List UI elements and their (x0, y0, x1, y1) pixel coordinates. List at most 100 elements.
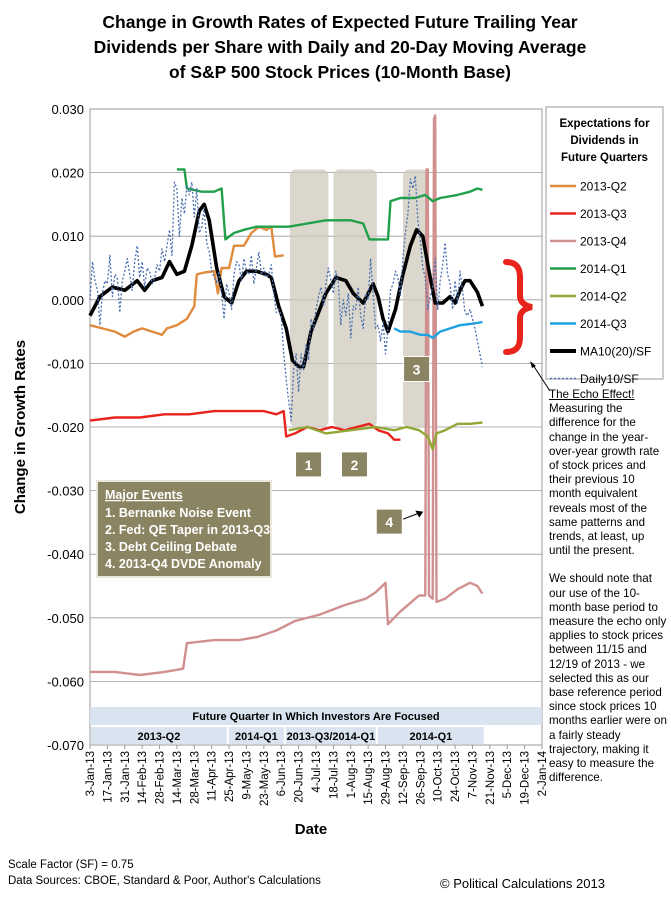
major-events-heading: Major Events (105, 488, 183, 502)
event-marker-label: 2 (351, 457, 359, 473)
x-tick-label: 14-Feb-13 (137, 751, 149, 804)
legend-title-line: Dividends in (570, 135, 638, 147)
legend-label-5: 2014-Q3 (580, 317, 627, 331)
y-tick-label: -0.030 (47, 484, 84, 499)
series-group (88, 114, 485, 677)
series-line-5 (393, 320, 483, 340)
x-tick-label: 4-Jul-13 (311, 751, 323, 793)
x-tick-label: 17-Jan-13 (102, 751, 114, 803)
y-tick-label: 0.020 (51, 166, 84, 181)
legend-title-line: Future Quarters (561, 152, 648, 164)
x-tick-label: 31-Jan-13 (120, 751, 132, 803)
series-line-6 (88, 202, 485, 369)
shaded-region-2 (333, 169, 377, 428)
legend-title-line: Expectations for (559, 118, 650, 130)
major-event-item: 3. Debt Ceiling Debate (105, 540, 237, 554)
y-tick-label: 0.010 (51, 229, 84, 244)
x-tick-label: 1-Aug-13 (346, 751, 358, 798)
x-tick-label: 11-Apr-13 (207, 751, 219, 801)
x-tick-label: 21-Nov-13 (485, 751, 497, 805)
x-tick-label: 14-Mar-13 (172, 751, 184, 804)
x-tick-label: 23-May-13 (259, 751, 271, 806)
legend-label-3: 2014-Q1 (580, 262, 627, 276)
focus-segment-label: 2014-Q1 (235, 731, 278, 743)
series-line-7 (89, 175, 484, 422)
legend-label-7: Daily10/SF (580, 372, 639, 386)
anomaly-arrow-head (415, 510, 424, 518)
focus-bar-title: Future Quarter In Which Investors Are Fo… (192, 711, 439, 723)
echo-arrow-head (530, 361, 536, 368)
copyright-note: © Political Calculations 2013 (440, 876, 605, 891)
x-axis-label: Date (295, 821, 328, 838)
major-event-item: 4. 2013-Q4 DVDE Anomaly (105, 557, 262, 571)
x-tick-label: 28-Mar-13 (189, 751, 201, 804)
event-marker-label: 1 (305, 457, 313, 473)
y-tick-label: -0.010 (47, 356, 84, 371)
x-tick-label: 6-Jun-13 (276, 751, 288, 796)
shaded-region-1 (289, 169, 329, 428)
x-tick-label: 5-Dec-13 (502, 751, 514, 798)
x-tick-label: 19-Dec-13 (520, 751, 532, 805)
x-tick-label: 3-Jan-13 (85, 751, 97, 796)
y-tick-label: -0.050 (47, 611, 84, 626)
x-tick-label: 2-Jan-14 (537, 750, 549, 796)
y-tick-label: 0.030 (51, 102, 84, 117)
focus-segment-2 (285, 727, 376, 744)
echo-effect-note: The Echo Effect! Measuring the differenc… (549, 388, 667, 799)
y-tick-label: -0.040 (47, 547, 84, 562)
x-tick-label: 10-Oct-13 (433, 751, 445, 802)
scale-factor-note: Scale Factor (SF) = 0.75 (8, 859, 134, 871)
chart-title-line-1: Change in Growth Rates of Expected Futur… (102, 12, 578, 32)
chart-title-line-2: Dividends per Share with Daily and 20-Da… (93, 37, 587, 57)
y-tick-label: 0.000 (51, 293, 84, 308)
chart-title: Change in Growth Rates of Expected Futur… (40, 10, 640, 85)
event-marker-3 (403, 355, 431, 382)
echo-effect-title: The Echo Effect! (549, 388, 635, 401)
event-marker-label: 3 (413, 361, 421, 377)
data-sources-note: Data Sources: CBOE, Standard & Poor, Aut… (8, 875, 321, 887)
footer-notes: Scale Factor (SF) = 0.75 Data Sources: C… (8, 857, 321, 889)
y-axis-label: Change in Growth Rates (12, 340, 29, 514)
focus-bar-header (90, 707, 542, 725)
major-event-item: 2. Fed: QE Taper in 2013-Q3? (105, 523, 278, 537)
legend-label-0: 2013-Q2 (580, 180, 627, 194)
event-marker-2 (340, 451, 368, 478)
legend-label-4: 2014-Q2 (580, 290, 627, 304)
series-line-3 (176, 168, 483, 241)
x-tick-label: 12-Sep-13 (398, 751, 410, 805)
focus-segment-label: 2013-Q2 (138, 731, 181, 743)
chart-title-line-3: of S&P 500 Stock Prices (10-Month Base) (168, 62, 511, 82)
echo-effect-paragraph-2: We should note that our use of the 10-mo… (549, 572, 667, 785)
focus-segment-3 (377, 727, 484, 744)
echo-bracket (503, 259, 533, 355)
focus-segment-0 (91, 727, 227, 744)
focus-segment-1 (228, 727, 284, 744)
x-tick-label: 25-Apr-13 (224, 751, 236, 802)
focus-segment-label: 2013-Q3/2014-Q1 (287, 731, 376, 743)
echo-effect-paragraph-1: Measuring the difference for the change … (549, 402, 660, 558)
x-tick-label: 28-Feb-13 (155, 751, 167, 804)
x-tick-label: 26-Sep-13 (415, 751, 427, 805)
y-tick-label: -0.060 (47, 674, 84, 689)
x-tick-label: 7-Nov-13 (467, 751, 479, 798)
x-tick-label: 29-Aug-13 (381, 751, 393, 805)
series-line-4 (288, 421, 483, 451)
legend-label-1: 2013-Q3 (580, 207, 627, 221)
legend-label-6: MA10(20)/SF (580, 345, 651, 359)
echo-arrow (532, 364, 551, 392)
focus-segment-label: 2014-Q1 (409, 731, 452, 743)
x-tick-label: 20-Jun-13 (294, 751, 306, 803)
y-tick-label: -0.020 (47, 420, 84, 435)
x-tick-label: 24-Oct-13 (450, 751, 462, 802)
x-tick-label: 15-Aug-13 (363, 751, 375, 805)
legend-label-2: 2013-Q4 (580, 235, 627, 249)
event-marker-4 (375, 508, 403, 535)
legend-box (545, 106, 664, 380)
major-events-box (96, 480, 272, 578)
event-marker-1 (295, 451, 323, 478)
x-tick-label: 9-May-13 (241, 751, 253, 800)
y-tick-label: -0.070 (47, 738, 84, 753)
major-event-item: 1. Bernanke Noise Event (105, 506, 252, 520)
event-marker-label: 4 (385, 514, 393, 530)
